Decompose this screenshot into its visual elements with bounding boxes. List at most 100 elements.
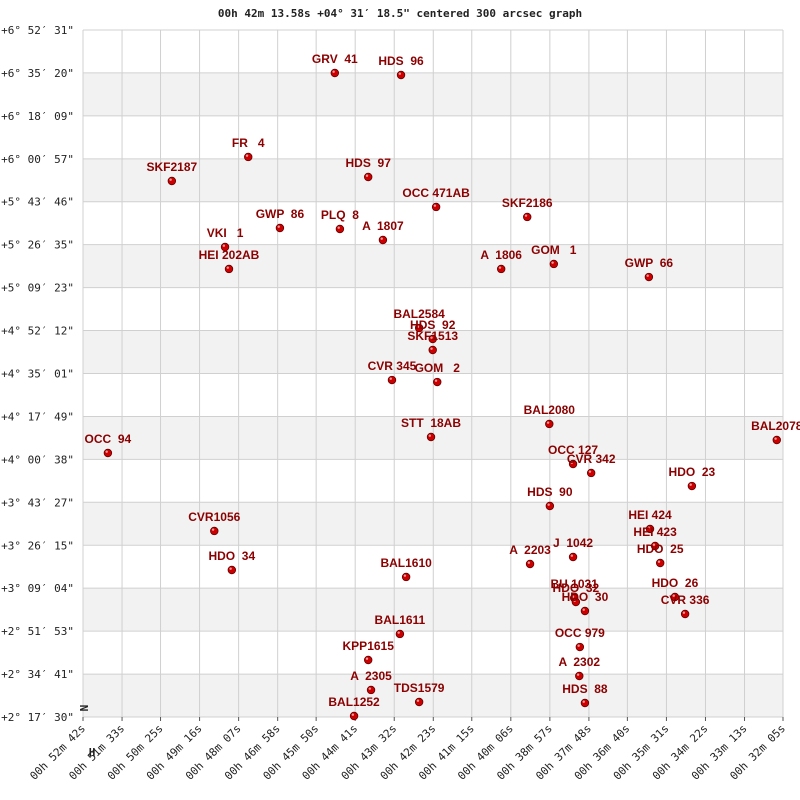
- point-highlight: [433, 204, 437, 207]
- y-tick-label: +2° 51′ 53": [1, 625, 74, 638]
- star-point: [224, 264, 234, 274]
- east-marker: H: [89, 746, 96, 759]
- y-tick-label: +4° 00′ 38": [1, 453, 74, 466]
- star-point: [431, 202, 441, 212]
- y-tick-label: +5° 43′ 46": [1, 196, 74, 209]
- y-tick-label: +2° 17′ 30": [1, 711, 74, 724]
- point-highlight: [222, 244, 226, 247]
- y-tick-label: +3° 09′ 04": [1, 582, 74, 595]
- star-label: BAL1611: [375, 613, 426, 627]
- point-highlight: [430, 336, 433, 339]
- point-highlight: [337, 226, 340, 229]
- star-point: [227, 565, 237, 575]
- star-point: [545, 501, 555, 511]
- point-highlight: [573, 599, 576, 602]
- point-highlight: [646, 274, 649, 277]
- star-label: BAL1610: [380, 556, 432, 570]
- point-highlight: [570, 554, 574, 557]
- star-label: A 2203: [509, 543, 551, 557]
- star-point: [414, 697, 424, 707]
- point-highlight: [351, 713, 355, 716]
- star-label: GRV 41: [312, 52, 358, 66]
- point-highlight: [226, 266, 229, 269]
- star-label: GOM 2: [415, 361, 461, 375]
- star-label: BAL2078: [751, 419, 800, 433]
- star-point: [433, 377, 442, 387]
- star-point: [396, 70, 406, 80]
- y-tick-label: +5° 26′ 35": [1, 239, 74, 252]
- star-point: [401, 572, 411, 582]
- star-label: SKF2186: [502, 196, 553, 210]
- star-label: A 2305: [350, 669, 392, 683]
- star-point: [349, 711, 359, 721]
- point-highlight: [570, 461, 574, 464]
- point-highlight: [332, 70, 335, 73]
- point-highlight: [430, 347, 433, 350]
- point-highlight: [397, 631, 400, 634]
- star-label: CVR1056: [188, 510, 240, 524]
- star-label: A 2302: [558, 655, 600, 669]
- star-label: BU 1031: [551, 577, 599, 591]
- point-highlight: [389, 377, 392, 380]
- star-point: [687, 481, 697, 491]
- star-point: [167, 176, 177, 186]
- point-highlight: [546, 421, 550, 424]
- star-point: [545, 419, 554, 429]
- star-label: OCC 979: [555, 626, 605, 640]
- star-label: OCC 94: [85, 432, 132, 446]
- point-highlight: [524, 214, 528, 217]
- point-highlight: [647, 526, 651, 529]
- point-highlight: [398, 72, 402, 75]
- star-point: [580, 698, 590, 708]
- star-label: HDS 90: [527, 485, 573, 499]
- star-label: HDO 30: [562, 590, 609, 604]
- star-point: [772, 435, 781, 445]
- star-label: GOM 1: [531, 243, 577, 257]
- y-tick-label: +6° 52′ 31": [1, 24, 74, 37]
- point-highlight: [365, 174, 369, 177]
- star-point: [210, 526, 219, 536]
- north-marker: N: [78, 705, 91, 712]
- star-point: [496, 264, 506, 274]
- star-point: [335, 224, 345, 234]
- y-tick-label: +2° 34′ 41": [1, 668, 74, 681]
- point-highlight: [547, 503, 550, 506]
- y-tick-label: +6° 35′ 20": [1, 67, 74, 80]
- star-label: A 1806: [480, 248, 522, 262]
- point-highlight: [657, 560, 661, 563]
- star-label: FR 4: [232, 136, 265, 150]
- star-label: HDS 92: [410, 318, 456, 332]
- point-highlight: [682, 611, 686, 614]
- star-label: HEI 202AB: [199, 248, 260, 262]
- star-label: CVR 342: [567, 452, 616, 466]
- point-highlight: [588, 470, 592, 473]
- star-label: PLQ 8: [321, 208, 359, 222]
- star-label: KPP1615: [343, 639, 395, 653]
- y-tick-label: +4° 17′ 49": [1, 410, 74, 423]
- y-tick-label: +3° 26′ 15": [1, 539, 74, 552]
- star-label: CVR 336: [661, 593, 710, 607]
- star-point: [395, 629, 405, 639]
- y-tick-label: +5° 09′ 23": [1, 282, 74, 295]
- star-label: HDS 88: [562, 682, 608, 696]
- point-highlight: [229, 567, 232, 570]
- star-label: GWP 66: [625, 256, 674, 270]
- star-label: J 1042: [553, 536, 593, 550]
- star-point: [387, 375, 397, 385]
- y-tick-label: +3° 43′ 27": [1, 496, 74, 509]
- chart-title: 00h 42m 13.58s +04° 31′ 18.5" centered 3…: [218, 7, 582, 20]
- star-label: HDO 32: [553, 581, 600, 595]
- star-label: BAL2584: [393, 307, 445, 321]
- point-highlight: [689, 483, 692, 486]
- point-highlight: [434, 379, 438, 382]
- star-point: [244, 152, 253, 162]
- point-highlight: [672, 594, 675, 597]
- star-label: HDO 23: [669, 465, 716, 479]
- point-highlight: [551, 261, 554, 264]
- star-label: OCC 127: [548, 443, 598, 457]
- star-label: OCC 471AB: [402, 186, 470, 200]
- point-highlight: [582, 608, 585, 611]
- point-highlight: [774, 437, 777, 440]
- point-highlight: [577, 644, 580, 647]
